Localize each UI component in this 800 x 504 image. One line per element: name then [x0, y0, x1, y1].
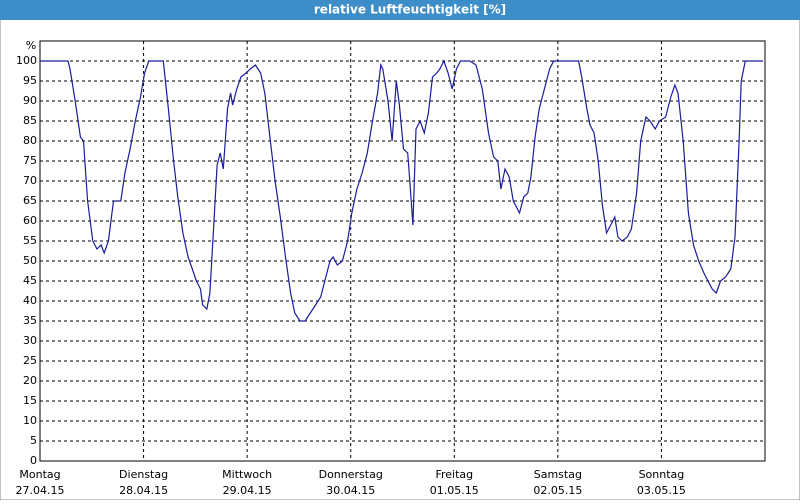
y-tick-label: 45 [23, 274, 37, 287]
y-tick-label: 15 [23, 394, 37, 407]
y-tick-label: 95 [23, 74, 37, 87]
y-tick-label: 25 [23, 354, 37, 367]
y-axis-label: % [26, 39, 36, 52]
x-tick-label: Donnerstag [319, 468, 383, 481]
title-bar [0, 0, 800, 20]
y-tick-label: 70 [23, 174, 37, 187]
y-tick-label: 30 [23, 334, 37, 347]
y-tick-label: 90 [23, 94, 37, 107]
y-tick-label: 65 [23, 194, 37, 207]
y-tick-label: 100 [16, 54, 37, 67]
y-tick-label: 55 [23, 234, 37, 247]
x-tick-label: Sonntag [639, 468, 685, 481]
y-tick-label: 85 [23, 114, 37, 127]
y-tick-label: 0 [30, 454, 37, 467]
y-tick-label: 80 [23, 134, 37, 147]
x-tick-label: Samstag [534, 468, 582, 481]
x-tick-date: 03.05.15 [637, 484, 686, 497]
x-tick-label: Montag [19, 468, 60, 481]
x-tick-date: 02.05.15 [533, 484, 582, 497]
x-tick-date: 28.04.15 [119, 484, 168, 497]
x-tick-date: 01.05.15 [430, 484, 479, 497]
data-line [40, 59, 763, 322]
y-tick-label: 5 [30, 434, 37, 447]
y-tick-label: 40 [23, 294, 37, 307]
y-tick-label: 35 [23, 314, 37, 327]
y-tick-label: 10 [23, 414, 37, 427]
y-tick-label: 20 [23, 374, 37, 387]
chart-title: relative Luftfeuchtigkeit [%] [314, 3, 506, 17]
x-tick-date: 27.04.15 [16, 484, 65, 497]
x-tick-label: Dienstag [119, 468, 168, 481]
x-tick-date: 29.04.15 [223, 484, 272, 497]
x-tick-label: Mittwoch [222, 468, 272, 481]
y-tick-label: 50 [23, 254, 37, 267]
y-tick-label: 60 [23, 214, 37, 227]
x-tick-date: 30.04.15 [326, 484, 375, 497]
y-tick-label: 75 [23, 154, 37, 167]
x-tick-label: Freitag [435, 468, 473, 481]
